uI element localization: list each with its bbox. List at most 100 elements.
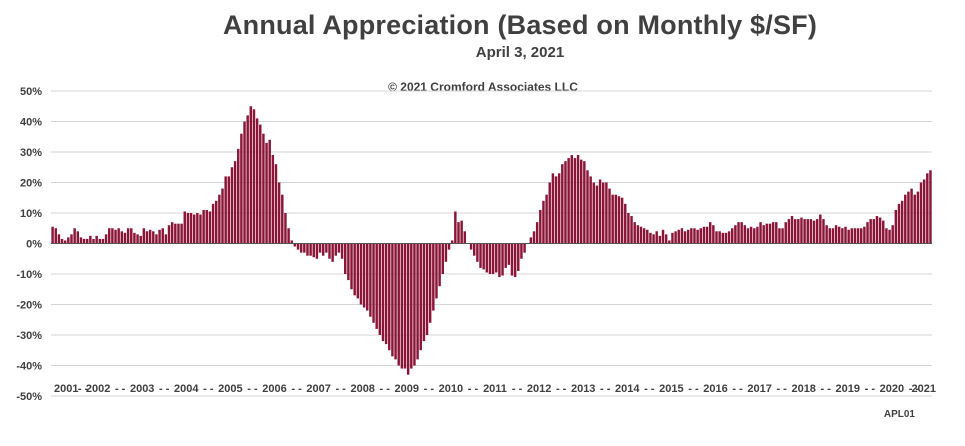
bar <box>293 243 297 247</box>
bar <box>705 226 709 244</box>
bar <box>167 225 171 244</box>
bar <box>768 223 772 244</box>
bar <box>510 243 514 276</box>
bar <box>422 243 426 342</box>
bar <box>718 231 721 244</box>
bar <box>664 234 668 244</box>
bar <box>878 217 882 244</box>
bar <box>498 243 501 278</box>
x-tick-separator: - - <box>468 383 479 395</box>
bar <box>844 226 847 244</box>
bar <box>57 234 61 244</box>
bar <box>916 191 920 244</box>
bar <box>715 231 718 244</box>
bar <box>617 196 621 244</box>
bar <box>196 213 199 244</box>
x-tick-label: 2011 <box>483 383 507 395</box>
bar <box>482 243 485 270</box>
bar <box>812 220 816 244</box>
bar <box>303 243 306 253</box>
bar <box>265 142 268 244</box>
bar <box>919 182 923 244</box>
bar <box>891 225 894 244</box>
bar <box>800 217 803 244</box>
x-tick-separator: - - <box>865 383 876 395</box>
bar <box>312 243 315 258</box>
bar <box>573 158 577 244</box>
x-tick-label: 2001 <box>54 383 78 395</box>
x-tick-label: 2006 <box>262 383 286 395</box>
bar <box>170 222 174 244</box>
bar <box>828 228 831 244</box>
bar <box>126 228 130 244</box>
bar <box>425 243 429 335</box>
bar <box>413 243 416 366</box>
bar <box>202 209 205 244</box>
bar <box>690 228 693 244</box>
bar <box>343 243 347 274</box>
bar <box>148 229 152 244</box>
bar <box>208 211 212 244</box>
bar <box>117 228 120 244</box>
bar <box>174 223 177 244</box>
x-axis-ticks: 2001- -2002- -2003- -2004- -2005- -2006-… <box>54 383 936 395</box>
bar <box>860 228 863 244</box>
bar <box>686 229 690 244</box>
x-tick-label: 2004 <box>174 383 199 395</box>
x-tick-separator: - - <box>380 383 391 395</box>
x-tick-label: 2014 <box>615 383 640 395</box>
bar <box>856 228 860 244</box>
bar <box>639 226 643 244</box>
bar <box>784 222 787 244</box>
bar <box>532 231 536 244</box>
bar <box>680 228 684 244</box>
bar <box>416 243 419 360</box>
bar <box>51 226 54 244</box>
x-tick-separator: - - <box>688 383 699 395</box>
bar <box>661 229 665 244</box>
x-tick-label: 2015 <box>659 383 683 395</box>
x-tick-label: 2005 <box>218 383 242 395</box>
bar <box>224 176 227 244</box>
bar <box>334 243 338 256</box>
bar <box>882 220 885 244</box>
bar <box>460 220 463 244</box>
bar <box>384 243 388 345</box>
bar <box>227 176 231 244</box>
bar <box>520 243 523 259</box>
bar <box>350 243 353 290</box>
x-tick-separator: - - <box>203 383 214 395</box>
bar <box>82 238 86 244</box>
bar <box>284 213 287 244</box>
x-tick-label: 2013 <box>571 383 595 395</box>
bar <box>309 243 312 256</box>
bar <box>372 243 375 323</box>
bar <box>428 243 432 323</box>
bar <box>101 238 105 244</box>
bar <box>507 243 511 265</box>
bar <box>875 216 879 244</box>
bar <box>189 213 193 244</box>
bar <box>89 235 92 244</box>
bar <box>255 118 259 244</box>
bar <box>624 203 627 244</box>
bar <box>447 243 451 250</box>
bar <box>724 232 728 244</box>
bar <box>731 228 734 244</box>
bar <box>164 234 168 244</box>
bar <box>548 182 551 244</box>
bar <box>683 231 687 244</box>
x-tick-separator: - - <box>424 383 435 395</box>
bar <box>872 219 876 244</box>
bar <box>850 228 854 244</box>
bar <box>378 243 382 335</box>
bar <box>567 158 570 244</box>
bar <box>771 222 775 244</box>
bar <box>394 243 397 360</box>
bar <box>822 219 825 244</box>
bar <box>444 243 448 262</box>
bar <box>904 194 907 244</box>
bar <box>450 240 454 244</box>
bar <box>60 238 64 244</box>
